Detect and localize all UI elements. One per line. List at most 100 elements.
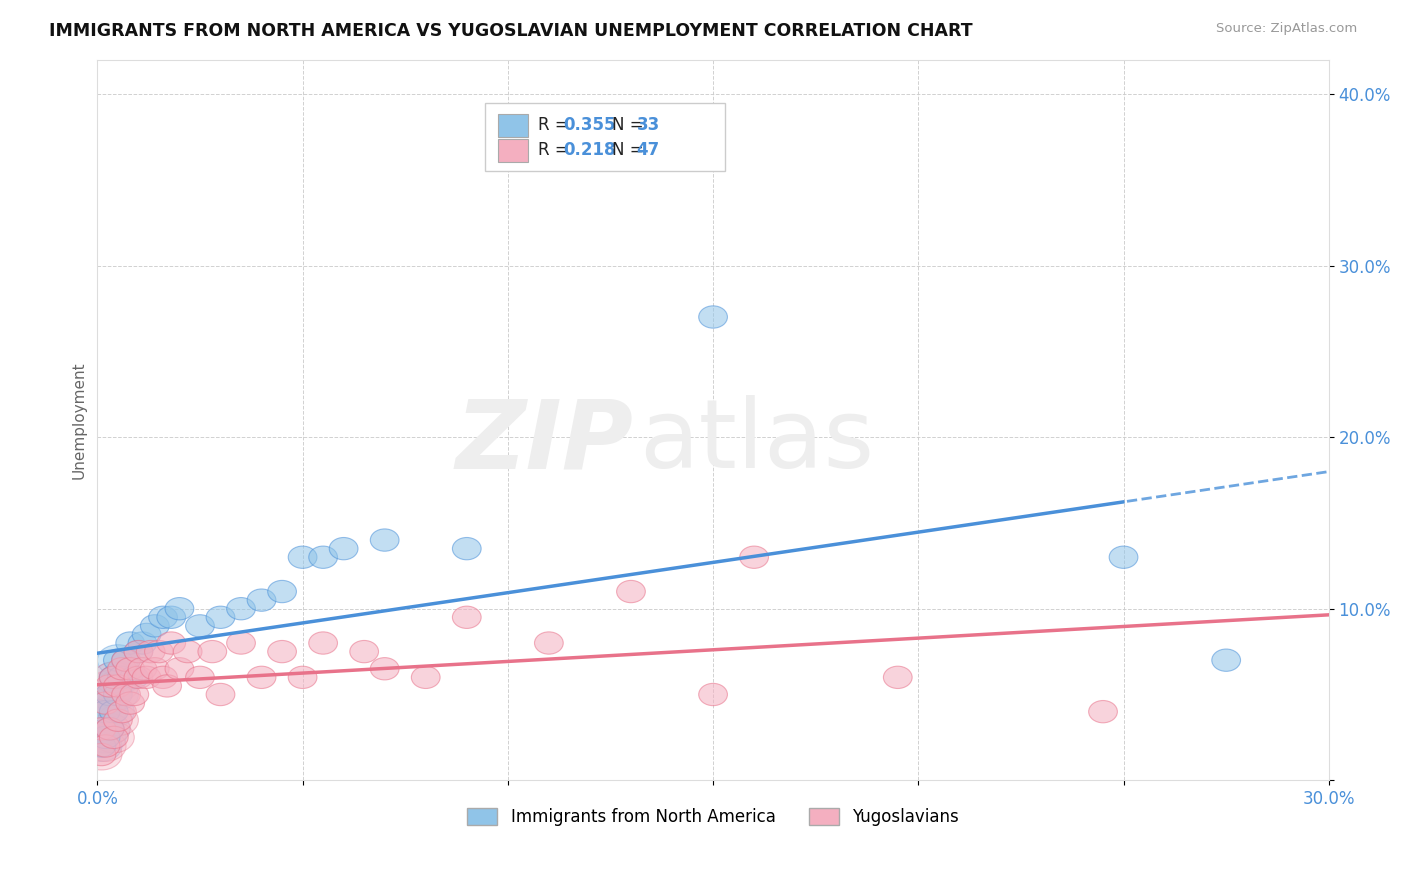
Ellipse shape <box>93 662 135 693</box>
Ellipse shape <box>153 674 181 697</box>
Text: R =: R = <box>538 142 569 160</box>
Ellipse shape <box>97 679 138 710</box>
Ellipse shape <box>128 657 157 680</box>
Ellipse shape <box>87 743 115 765</box>
Ellipse shape <box>104 709 132 731</box>
Ellipse shape <box>534 632 564 654</box>
Ellipse shape <box>91 692 120 714</box>
Ellipse shape <box>100 700 128 723</box>
Ellipse shape <box>124 640 153 663</box>
Ellipse shape <box>120 666 149 689</box>
Text: 0.355: 0.355 <box>562 116 616 134</box>
Ellipse shape <box>699 683 727 706</box>
Ellipse shape <box>82 714 122 744</box>
Ellipse shape <box>1088 700 1118 723</box>
Ellipse shape <box>115 657 145 680</box>
Ellipse shape <box>82 739 122 770</box>
Ellipse shape <box>108 666 136 689</box>
Ellipse shape <box>1109 546 1137 568</box>
Ellipse shape <box>124 666 153 689</box>
Ellipse shape <box>91 735 120 757</box>
Ellipse shape <box>186 666 214 689</box>
Ellipse shape <box>699 306 727 328</box>
Ellipse shape <box>149 607 177 629</box>
Text: Source: ZipAtlas.com: Source: ZipAtlas.com <box>1216 22 1357 36</box>
Ellipse shape <box>93 697 135 727</box>
Text: R =: R = <box>538 116 569 134</box>
Ellipse shape <box>288 546 316 568</box>
Ellipse shape <box>124 640 153 663</box>
Ellipse shape <box>141 657 169 680</box>
Text: 33: 33 <box>637 116 659 134</box>
FancyBboxPatch shape <box>485 103 725 171</box>
Ellipse shape <box>173 640 202 663</box>
Ellipse shape <box>186 615 214 637</box>
Ellipse shape <box>89 679 131 710</box>
Ellipse shape <box>128 632 157 654</box>
Ellipse shape <box>104 674 132 697</box>
Ellipse shape <box>111 649 141 672</box>
Ellipse shape <box>104 649 132 672</box>
Ellipse shape <box>84 688 127 719</box>
FancyBboxPatch shape <box>498 113 529 136</box>
Ellipse shape <box>100 666 128 689</box>
Ellipse shape <box>84 722 127 753</box>
Text: ZIP: ZIP <box>456 395 633 488</box>
Text: N =: N = <box>612 116 644 134</box>
Ellipse shape <box>96 674 124 697</box>
Ellipse shape <box>149 666 177 689</box>
Ellipse shape <box>93 722 135 753</box>
Ellipse shape <box>226 598 256 620</box>
Ellipse shape <box>370 657 399 680</box>
Ellipse shape <box>267 581 297 603</box>
Ellipse shape <box>145 640 173 663</box>
Ellipse shape <box>96 718 124 740</box>
Ellipse shape <box>207 683 235 706</box>
Ellipse shape <box>141 615 169 637</box>
Ellipse shape <box>111 649 141 672</box>
Ellipse shape <box>108 657 136 680</box>
Ellipse shape <box>1212 649 1240 672</box>
Ellipse shape <box>617 581 645 603</box>
Ellipse shape <box>247 666 276 689</box>
Ellipse shape <box>453 538 481 560</box>
Ellipse shape <box>84 731 127 762</box>
Ellipse shape <box>97 705 138 736</box>
Ellipse shape <box>108 700 136 723</box>
Ellipse shape <box>89 714 131 744</box>
Ellipse shape <box>104 683 132 706</box>
Ellipse shape <box>136 640 165 663</box>
Legend: Immigrants from North America, Yugoslavians: Immigrants from North America, Yugoslavi… <box>467 808 959 826</box>
Text: IMMIGRANTS FROM NORTH AMERICA VS YUGOSLAVIAN UNEMPLOYMENT CORRELATION CHART: IMMIGRANTS FROM NORTH AMERICA VS YUGOSLA… <box>49 22 973 40</box>
Ellipse shape <box>157 607 186 629</box>
Ellipse shape <box>84 697 127 727</box>
Ellipse shape <box>89 671 131 701</box>
Ellipse shape <box>309 632 337 654</box>
Ellipse shape <box>82 731 122 762</box>
Text: atlas: atlas <box>640 395 875 488</box>
Ellipse shape <box>370 529 399 551</box>
Ellipse shape <box>87 718 115 740</box>
Ellipse shape <box>412 666 440 689</box>
Ellipse shape <box>97 645 138 675</box>
Ellipse shape <box>87 735 115 757</box>
Ellipse shape <box>111 683 141 706</box>
Ellipse shape <box>89 714 131 744</box>
Ellipse shape <box>91 726 120 748</box>
Ellipse shape <box>350 640 378 663</box>
Text: 47: 47 <box>637 142 659 160</box>
FancyBboxPatch shape <box>498 139 529 162</box>
Ellipse shape <box>288 666 316 689</box>
Ellipse shape <box>115 692 145 714</box>
Ellipse shape <box>100 726 128 748</box>
Ellipse shape <box>97 671 138 701</box>
Ellipse shape <box>226 632 256 654</box>
Ellipse shape <box>157 632 186 654</box>
Ellipse shape <box>93 662 135 693</box>
Ellipse shape <box>740 546 769 568</box>
Ellipse shape <box>91 700 120 723</box>
Ellipse shape <box>883 666 912 689</box>
Ellipse shape <box>165 598 194 620</box>
Ellipse shape <box>132 666 160 689</box>
Y-axis label: Unemployment: Unemployment <box>72 361 86 479</box>
